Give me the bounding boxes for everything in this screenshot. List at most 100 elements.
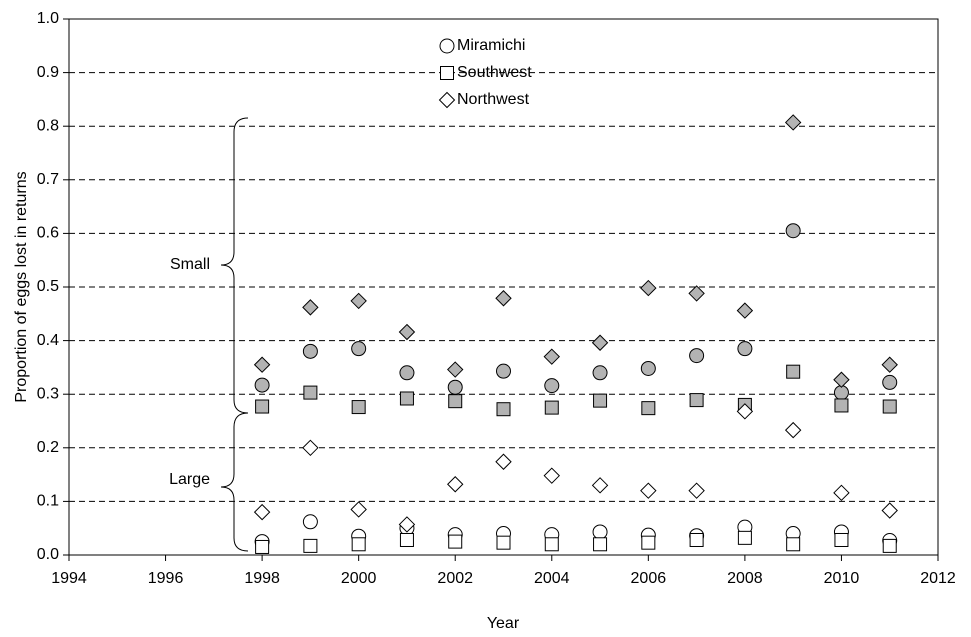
y-tick-label: 0.1 [37,493,59,510]
point [255,539,270,554]
point [447,476,464,493]
point [736,302,754,319]
point [882,374,898,390]
point [640,360,656,376]
point [592,365,608,381]
y-axis-title: Proportion of eggs lost in returns [13,171,30,402]
point [302,439,319,457]
point [544,537,559,552]
point [253,356,271,373]
legend-marker [440,66,454,80]
point [833,371,850,388]
point [737,341,753,357]
x-tick-label: 2010 [824,570,860,587]
point [881,356,898,373]
point [448,394,463,409]
point [688,482,705,499]
legend-label: Southwest [457,64,532,81]
point [302,299,319,316]
point [398,323,416,341]
brace-label: Large [169,471,210,488]
point [689,393,704,408]
point [350,292,367,310]
y-tick-label: 0.0 [37,546,59,563]
point [786,364,801,379]
point [784,421,802,439]
point [641,535,656,550]
point [641,401,656,416]
point [303,385,318,400]
x-axis-title: Year [487,615,520,632]
point [834,532,849,547]
y-tick-label: 0.9 [37,64,59,81]
point [543,467,560,484]
y-tick-label: 0.5 [37,278,59,295]
point [591,477,609,494]
point [399,532,414,547]
x-tick-label: 2000 [341,570,377,587]
point [496,363,511,379]
point [593,537,608,552]
point [543,348,560,365]
point [882,399,897,414]
x-tick-label: 2006 [631,570,667,587]
point [351,537,366,552]
y-tick-label: 0.8 [37,117,59,134]
brace-label: Small [170,256,210,273]
point [544,400,559,415]
point [640,482,657,499]
point [736,403,754,420]
point [399,391,414,406]
point [785,223,801,239]
point [302,343,318,359]
point [689,532,704,547]
point [640,279,657,297]
brace-large [220,412,249,552]
point [688,285,705,302]
point [253,503,271,521]
point [834,398,849,413]
legend-marker [439,38,455,54]
point [255,399,270,414]
point [737,530,752,545]
point [496,402,511,417]
point [496,535,511,550]
y-tick-label: 0.7 [37,171,59,188]
point [593,393,608,408]
point [447,379,463,395]
point [303,538,318,553]
point [786,537,801,552]
x-tick-label: 1996 [148,570,184,587]
point [689,348,705,364]
point [351,400,366,415]
x-tick-label: 2002 [437,570,473,587]
point [351,341,367,357]
point [881,502,898,519]
y-tick-label: 0.4 [37,332,59,349]
legend-label: Northwest [457,91,530,108]
point [544,378,560,394]
point [398,516,416,533]
plot-frame [68,18,939,556]
point [447,361,464,378]
point [254,377,270,393]
point [495,290,512,307]
point [592,524,608,540]
y-tick-label: 0.2 [37,439,59,456]
point [495,453,512,470]
x-tick-label: 2012 [920,570,956,587]
x-tick-label: 2004 [534,570,570,587]
point [833,484,850,502]
point [448,534,463,549]
point [399,365,415,381]
y-tick-label: 1.0 [37,10,59,27]
x-tick-label: 1994 [51,570,87,587]
point [882,538,897,553]
point [784,114,802,131]
x-tick-label: 1998 [244,570,280,587]
point [591,334,609,351]
y-tick-label: 0.3 [37,385,59,402]
y-tick-label: 0.6 [37,225,59,242]
brace-small [220,117,249,414]
